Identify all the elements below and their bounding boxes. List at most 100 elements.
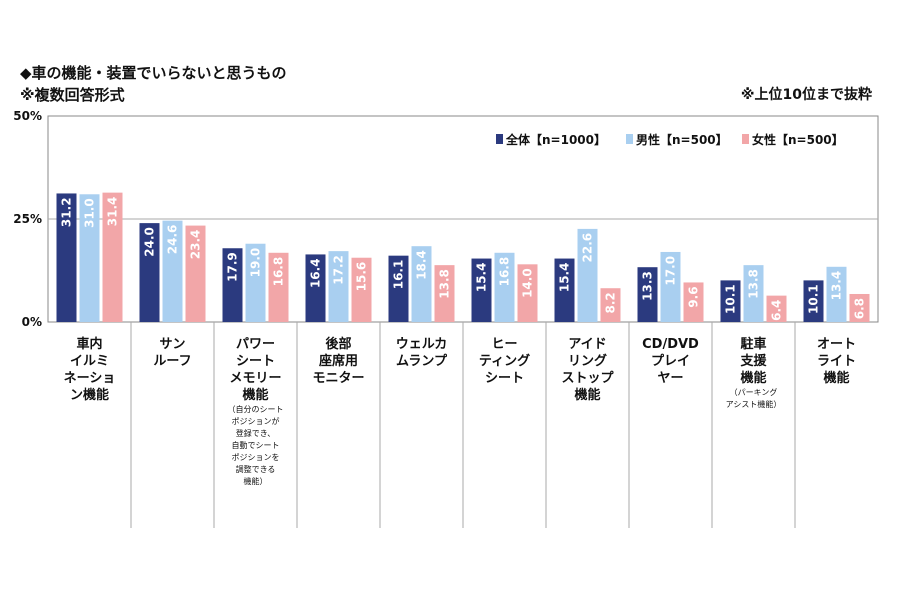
category-label: 機能 <box>823 370 849 386</box>
data-label: 8.2 <box>604 292 618 313</box>
bar <box>577 228 598 322</box>
bar <box>803 280 824 322</box>
category-label: ムランプ <box>396 354 448 369</box>
bar <box>434 265 455 322</box>
category-label: モニター <box>312 371 364 386</box>
category-note: ポジションが <box>232 416 280 426</box>
legend-label: 全体【n=1000】 <box>505 132 606 147</box>
bar <box>471 258 492 322</box>
bar <box>222 248 243 322</box>
category-label: シート <box>485 371 524 386</box>
y-tick-label: 50% <box>13 109 42 123</box>
category-label: メモリー <box>229 371 281 386</box>
bar <box>849 293 870 322</box>
category-note: （パーキング <box>730 387 778 397</box>
category-label: プレイ <box>651 354 690 369</box>
bar <box>720 280 741 322</box>
data-label: 13.4 <box>830 271 844 301</box>
data-label: 16.1 <box>392 260 406 290</box>
category-label: 機能 <box>574 387 600 403</box>
legend-swatch <box>742 134 749 144</box>
chart-subtitle: ※複数回答形式 <box>20 86 125 104</box>
bar <box>351 257 372 322</box>
category-note: 自動でシート <box>232 440 280 450</box>
data-label: 13.8 <box>438 269 452 299</box>
data-label: 18.4 <box>415 250 429 280</box>
category-label: アイド <box>568 337 606 352</box>
category-label: ヤー <box>657 371 683 386</box>
category-label: 車内 <box>76 336 102 352</box>
bar <box>56 193 77 322</box>
bar <box>637 267 658 322</box>
data-label: 16.8 <box>498 257 512 287</box>
data-label: 10.1 <box>807 284 821 314</box>
data-label: 13.3 <box>641 271 655 301</box>
bar <box>305 254 326 322</box>
data-label: 14.0 <box>521 268 535 298</box>
bar <box>185 225 206 322</box>
category-label: シート <box>236 354 275 369</box>
bar <box>826 266 847 322</box>
category-label: サン <box>159 337 185 352</box>
category-note: （自分のシート <box>228 404 284 414</box>
bar <box>139 223 160 322</box>
category-label: イルミ <box>70 354 109 369</box>
category-label: ティング <box>479 353 530 369</box>
y-tick-label: 0% <box>22 315 42 329</box>
data-label: 17.9 <box>226 252 240 282</box>
data-label: 23.4 <box>189 230 203 260</box>
bar <box>554 258 575 322</box>
bar <box>388 255 409 322</box>
bar <box>660 251 681 322</box>
bar <box>79 194 100 322</box>
legend-label: 男性【n=500】 <box>636 132 728 147</box>
category-label: CD/DVD <box>642 337 699 352</box>
bar <box>683 282 704 322</box>
category-note: 機能） <box>244 476 268 486</box>
legend-swatch <box>496 134 503 144</box>
legend-swatch <box>626 134 633 144</box>
category-note: 登録でき、 <box>236 428 275 438</box>
legend-label: 女性【n=500】 <box>752 132 844 147</box>
bar <box>743 265 764 322</box>
bar <box>102 192 123 322</box>
category-label: オート <box>817 337 856 352</box>
data-label: 10.1 <box>724 284 738 314</box>
category-label: ン機能 <box>70 387 109 403</box>
data-label: 15.4 <box>475 263 489 293</box>
category-note: 調整できる <box>236 464 276 474</box>
category-label: 機能 <box>242 387 268 403</box>
category-label: パワー <box>236 337 275 352</box>
bar <box>517 264 538 322</box>
category-note: ポジションを <box>232 453 280 462</box>
category-label: ヒー <box>491 337 517 352</box>
bar <box>494 252 515 322</box>
bar <box>328 251 349 322</box>
category-label: ライト <box>817 354 856 369</box>
bar <box>766 295 787 322</box>
bar <box>162 220 183 322</box>
category-label: 機能 <box>740 370 766 386</box>
y-tick-label: 25% <box>13 212 42 226</box>
data-label: 17.0 <box>664 256 678 286</box>
data-label: 13.8 <box>747 269 761 299</box>
data-label: 24.0 <box>143 227 157 257</box>
category-label: 支援 <box>739 353 767 369</box>
data-label: 31.4 <box>106 197 120 227</box>
data-label: 15.6 <box>355 262 369 292</box>
data-label: 17.2 <box>332 255 346 285</box>
category-label: ネーショ <box>64 371 116 386</box>
category-label: ウェルカ <box>396 337 448 352</box>
bar <box>245 243 266 322</box>
category-label: 後部 <box>325 336 351 352</box>
bar <box>411 246 432 322</box>
category-label: リング <box>568 353 607 369</box>
bar <box>268 252 289 322</box>
ranking-note: ※上位10位まで抜粋 <box>740 87 872 103</box>
category-label: ストップ <box>561 371 614 386</box>
data-label: 31.0 <box>83 198 97 228</box>
category-label: 座席用 <box>318 353 358 369</box>
chart-title: ◆車の機能・装置でいらないと思うもの <box>20 64 287 82</box>
data-label: 9.6 <box>687 286 701 307</box>
